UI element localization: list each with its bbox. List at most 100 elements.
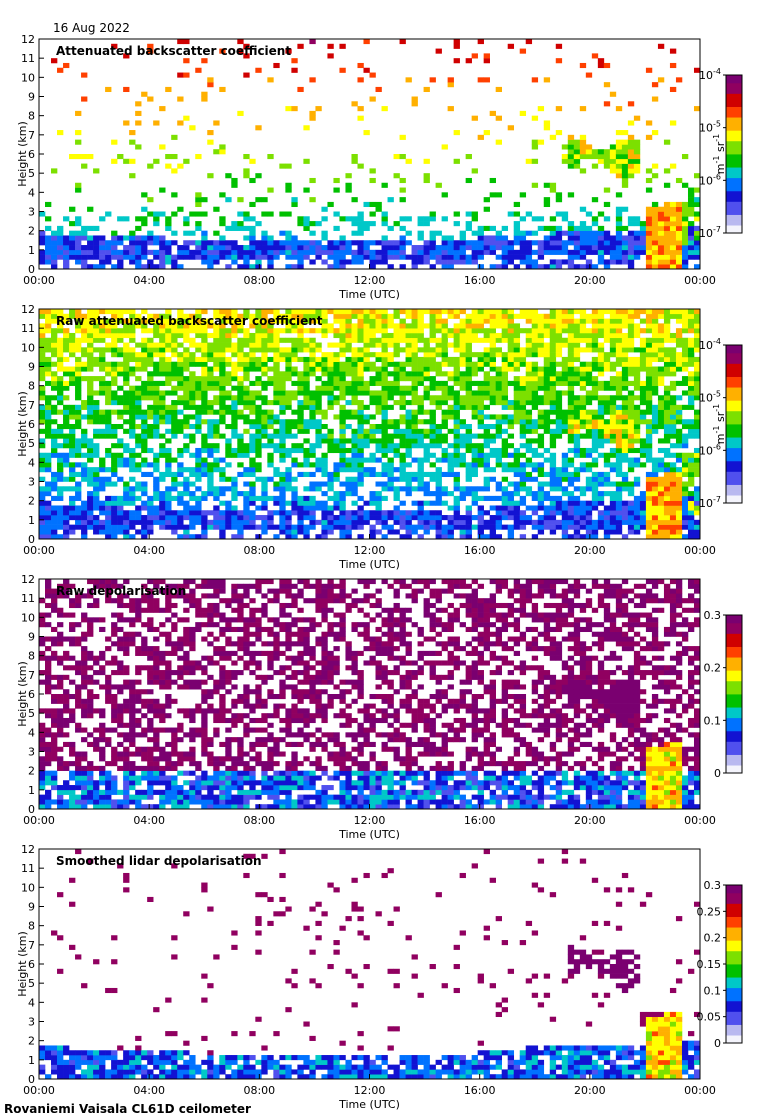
- heatmap-cell: [117, 443, 124, 449]
- heatmap-cell: [363, 249, 370, 255]
- heatmap-cell: [597, 230, 605, 236]
- heatmap-cell: [531, 404, 539, 410]
- heatmap-cell: [471, 332, 478, 339]
- heatmap-cell: [315, 433, 322, 439]
- heatmap-cell: [237, 524, 244, 530]
- heatmap-cell: [219, 404, 226, 410]
- heatmap-cell: [63, 505, 70, 511]
- heatmap-cell: [657, 230, 665, 236]
- heatmap-cell: [69, 342, 76, 348]
- heatmap-cell: [471, 337, 478, 343]
- heatmap-cell: [465, 318, 472, 324]
- heatmap-cell: [207, 471, 214, 478]
- heatmap-cell: [351, 328, 358, 334]
- heatmap-cell: [537, 471, 545, 478]
- heatmap-cell: [153, 519, 160, 525]
- heatmap-cell: [321, 515, 328, 521]
- heatmap-cell: [201, 409, 208, 415]
- heatmap-cell: [477, 225, 484, 231]
- heatmap-cell: [159, 452, 166, 458]
- heatmap-cell: [117, 249, 124, 255]
- heatmap-cell: [573, 264, 581, 270]
- heatmap-cell: [573, 424, 581, 430]
- heatmap-cell: [453, 211, 460, 217]
- heatmap-cell: [663, 254, 671, 260]
- heatmap-cell: [615, 173, 623, 179]
- heatmap-cell: [177, 361, 184, 367]
- panel-title: Attenuated backscatter coefficient: [56, 44, 291, 58]
- heatmap-cell: [219, 361, 226, 367]
- heatmap-cell: [351, 197, 358, 203]
- heatmap-cell: [459, 438, 466, 444]
- heatmap-cell: [183, 39, 190, 45]
- heatmap-cell: [195, 428, 202, 434]
- heatmap-cell: [273, 400, 280, 406]
- heatmap-cell: [39, 443, 46, 449]
- heatmap-cell: [381, 428, 388, 434]
- colorbar-tick-exp: -6: [713, 172, 721, 181]
- heatmap-cell: [69, 230, 76, 236]
- heatmap-cell: [417, 395, 424, 401]
- heatmap-cell: [147, 376, 154, 382]
- heatmap-cell: [273, 361, 280, 367]
- heatmap-cell: [459, 519, 466, 525]
- heatmap-cell: [381, 332, 388, 339]
- heatmap-cell: [525, 371, 533, 377]
- heatmap-cell: [471, 323, 478, 329]
- heatmap-cell: [207, 476, 214, 482]
- heatmap-cell: [573, 443, 581, 449]
- heatmap-cell: [537, 491, 545, 497]
- heatmap-cell: [453, 158, 460, 164]
- heatmap-cell: [375, 395, 382, 401]
- heatmap-cell: [87, 471, 94, 478]
- heatmap-cell: [489, 313, 496, 319]
- heatmap-cell: [585, 259, 593, 265]
- heatmap-cell: [585, 481, 593, 487]
- heatmap-cell: [231, 424, 238, 430]
- heatmap-cell: [555, 192, 563, 198]
- heatmap-cell: [561, 309, 569, 315]
- heatmap-cell: [315, 328, 322, 334]
- heatmap-cell: [537, 505, 545, 511]
- heatmap-cell: [39, 347, 46, 353]
- heatmap-cell: [471, 495, 478, 501]
- heatmap-cell: [159, 495, 166, 501]
- heatmap-cell: [39, 452, 46, 458]
- heatmap-cell: [537, 385, 545, 391]
- heatmap-cell: [63, 438, 70, 444]
- heatmap-cell: [213, 240, 220, 246]
- colorbar-step: [726, 85, 742, 89]
- heatmap-cell: [561, 158, 569, 164]
- heatmap-cell: [351, 452, 358, 458]
- heatmap-cell: [615, 225, 623, 231]
- heatmap-cell: [327, 515, 334, 521]
- heatmap-cell: [219, 371, 226, 377]
- heatmap-cell: [363, 500, 370, 506]
- heatmap-cell: [249, 318, 256, 324]
- heatmap-cell: [549, 452, 557, 458]
- heatmap-cell: [39, 519, 46, 525]
- heatmap-cell: [363, 471, 370, 478]
- heatmap-cell: [249, 264, 256, 270]
- heatmap-cell: [195, 318, 202, 324]
- heatmap-cell: [39, 332, 46, 339]
- heatmap-cell: [513, 419, 521, 425]
- heatmap-cell: [447, 385, 454, 391]
- heatmap-cell: [225, 395, 232, 401]
- heatmap-cell: [261, 249, 268, 255]
- heatmap-cell: [285, 187, 292, 193]
- colorbar-step: [726, 159, 742, 163]
- heatmap-cell: [213, 206, 220, 212]
- heatmap-cell: [243, 216, 250, 222]
- heatmap-cell: [423, 221, 430, 227]
- heatmap-cell: [207, 419, 214, 425]
- heatmap-cell: [213, 332, 220, 339]
- heatmap-cell: [135, 342, 142, 348]
- heatmap-cell: [315, 519, 322, 525]
- heatmap-cell: [129, 390, 136, 396]
- heatmap-cell: [141, 91, 148, 97]
- heatmap-cell: [567, 347, 575, 353]
- heatmap-cell: [225, 249, 232, 255]
- heatmap-cell: [495, 337, 502, 343]
- heatmap-cell: [375, 529, 382, 535]
